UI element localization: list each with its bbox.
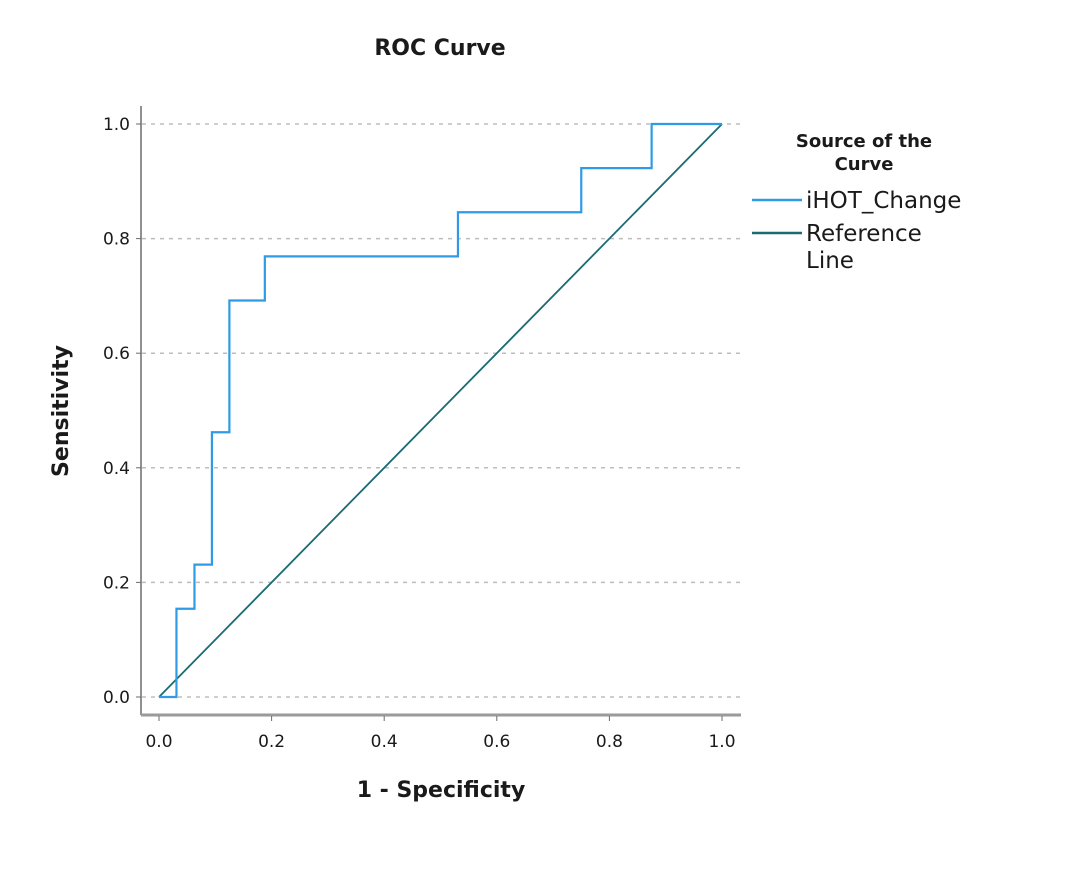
- x-tick-label-0: 0.0: [145, 732, 172, 752]
- y-tick-label-1: 0.2: [103, 573, 130, 593]
- x-tick-label-1: 0.2: [258, 732, 285, 752]
- y-axis-label: Sensitivity: [49, 345, 74, 477]
- series-line-0: [159, 122, 722, 699]
- grid-lines: [142, 123, 741, 698]
- legend-label-0-0: iHOT_Change: [806, 188, 961, 214]
- x-tick-label-5: 1.0: [708, 732, 735, 752]
- series-layer: [158, 122, 723, 699]
- legend-label-1-1: Line: [806, 248, 854, 274]
- chart-title: ROC Curve: [374, 36, 505, 61]
- x-tick-label-2: 0.4: [371, 732, 398, 752]
- y-tick-label-4: 0.8: [103, 230, 130, 250]
- y-tick-label-2: 0.4: [103, 459, 130, 479]
- axis-ticks: 0.0 0.2 0.4 0.6 0.8 1.0 0.0 0.2 0.4 0.6 0.8 1.0: [103, 115, 736, 752]
- legend-title-line-0: Source of the: [796, 131, 932, 152]
- legend-label-1-0: Reference: [806, 221, 922, 247]
- x-axis-label: 1 - Specificity: [357, 778, 526, 803]
- series-line-1: [158, 123, 723, 698]
- x-tick-label-3: 0.6: [483, 732, 510, 752]
- y-tick-label-0: 0.0: [103, 688, 130, 708]
- y-tick-label-5: 1.0: [103, 115, 130, 135]
- y-tick-label-3: 0.6: [103, 344, 130, 364]
- legend-title-line-1: Curve: [835, 154, 894, 175]
- x-tick-label-4: 0.8: [596, 732, 623, 752]
